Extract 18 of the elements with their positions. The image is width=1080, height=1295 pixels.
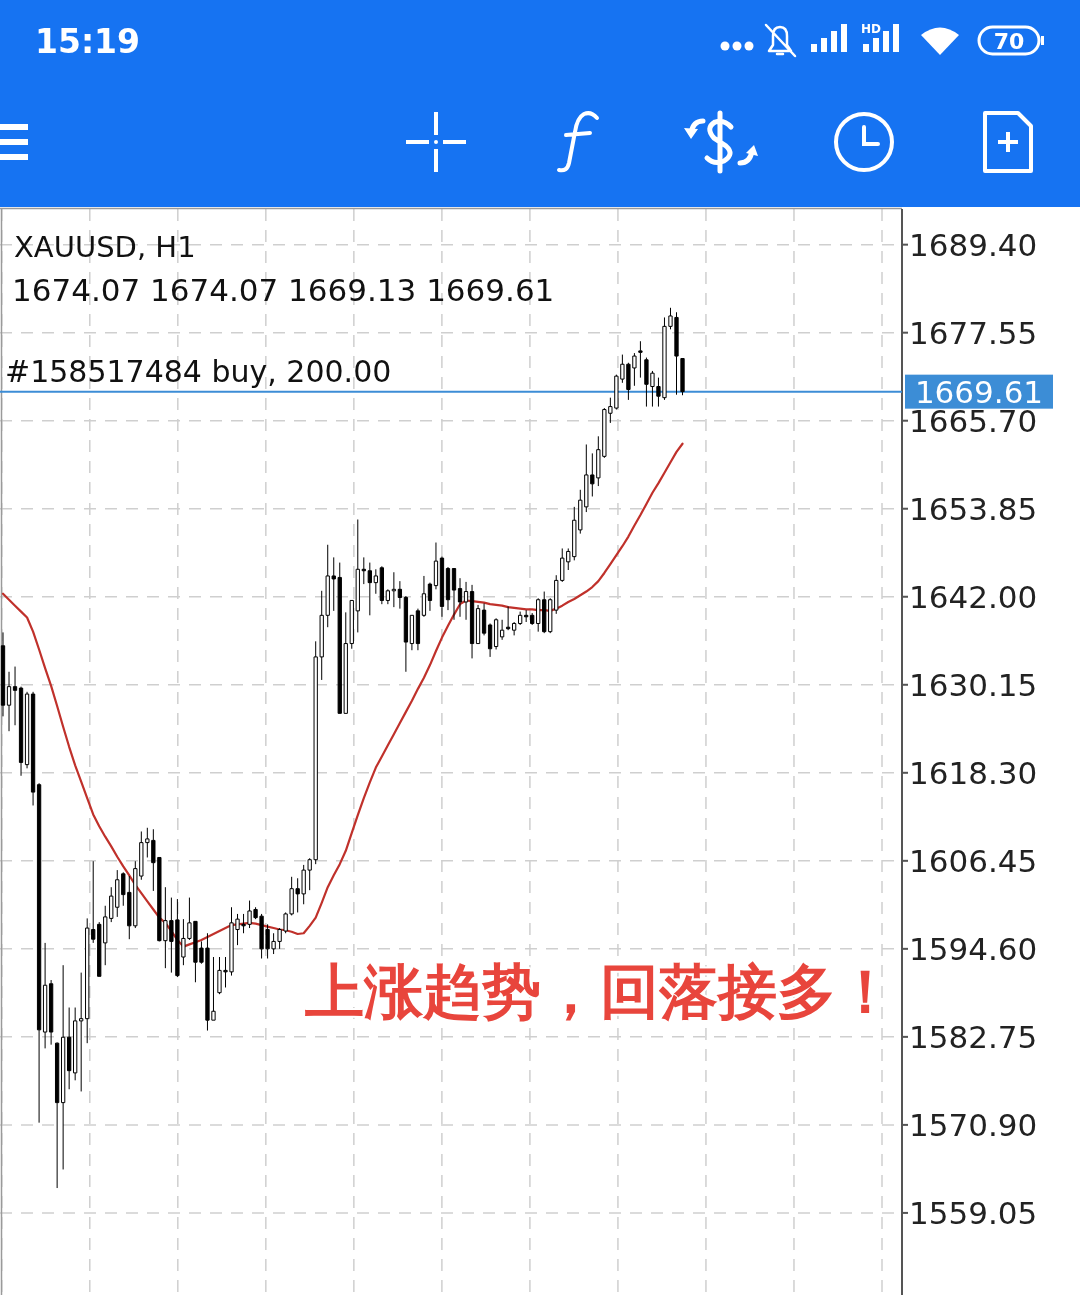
y-tick-label: 1653.85: [909, 490, 1038, 527]
y-tick-label: 1606.45: [909, 842, 1038, 879]
y-tick-label: 1559.05: [909, 1194, 1038, 1231]
y-tick-label: 1582.75: [909, 1018, 1038, 1055]
annotation: 70: [993, 29, 1025, 54]
annotation: #158517484 buy, 200.00: [5, 353, 392, 389]
y-tick-label: 1594.60: [909, 930, 1038, 967]
y-tick-label: 1677.55: [909, 314, 1038, 351]
y-tick-label: 1630.15: [909, 666, 1038, 703]
subtitle: 1674.07 1674.07 1669.13 1669.61: [12, 272, 555, 308]
y-tick-label: 1642.00: [909, 578, 1038, 615]
y-tick-label: 1618.30: [909, 754, 1038, 791]
title: XAUUSD, H1: [14, 230, 196, 264]
y-tick-label: 1570.90: [909, 1106, 1038, 1143]
annotation: 上涨趋势，回落接多！: [305, 957, 895, 1026]
annotation: HD: [861, 22, 881, 36]
y-tick-label: 1689.40: [909, 226, 1038, 263]
annotation: 15:19: [35, 22, 141, 61]
